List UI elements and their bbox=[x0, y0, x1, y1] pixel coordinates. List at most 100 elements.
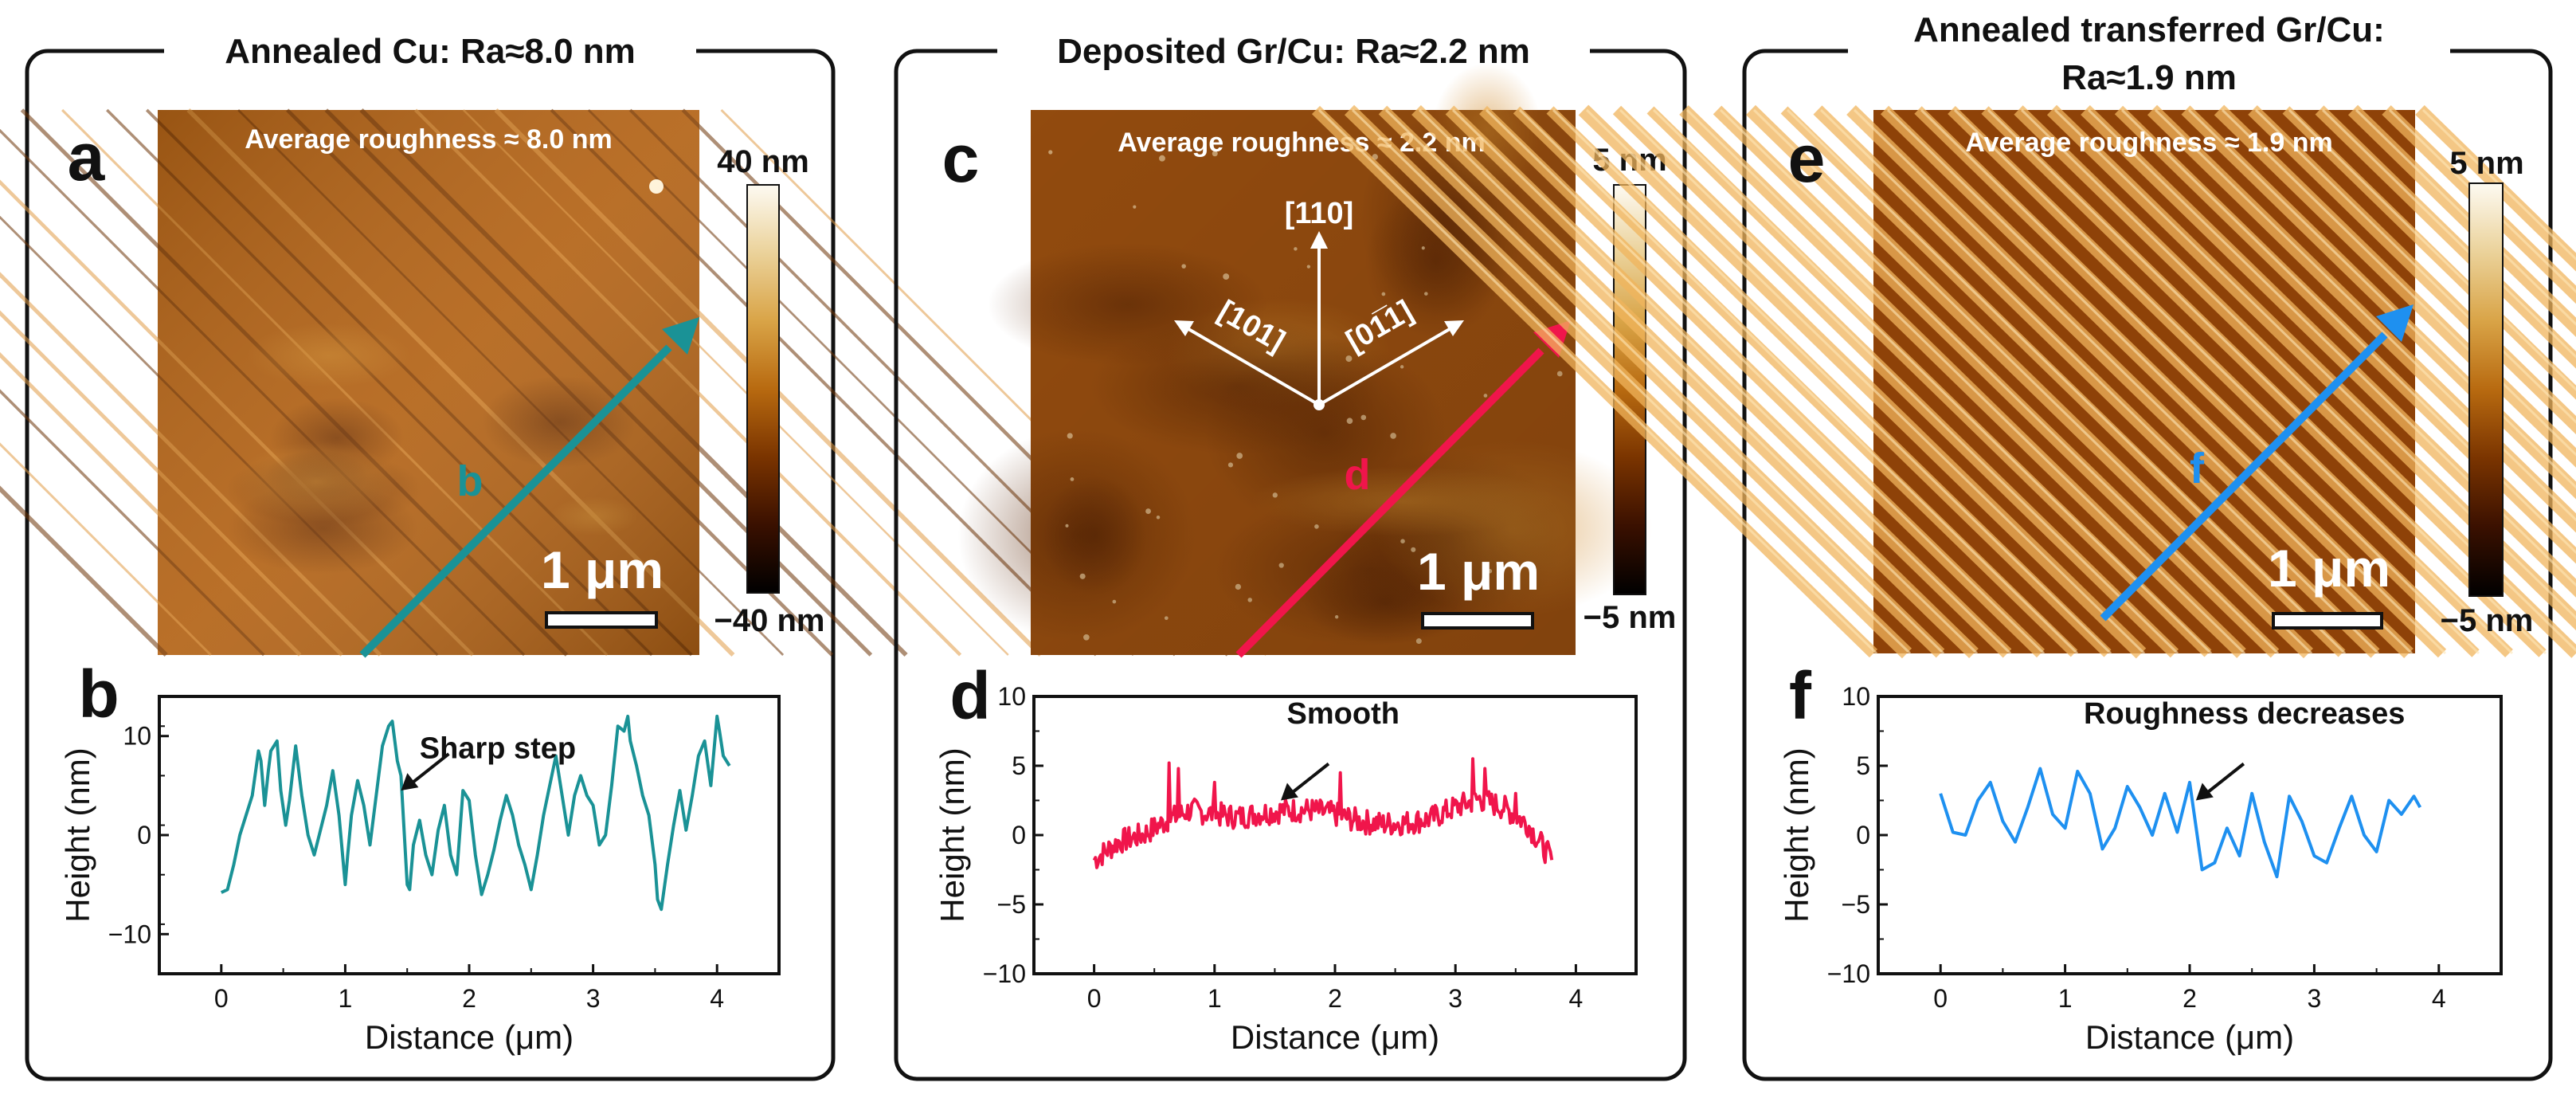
afm-stripe-highlight bbox=[2288, 108, 2576, 391]
panel-title: Deposited Gr/Cu: Ra≈2.2 nm bbox=[1057, 32, 1530, 71]
annotation-text: Smooth bbox=[1287, 697, 1400, 731]
afm-stripe-highlight bbox=[1953, 108, 2514, 655]
linecut-arrow-head bbox=[662, 317, 699, 355]
afm-stripe-highlight bbox=[1418, 108, 1979, 655]
panel-letter-afm: e bbox=[1788, 121, 1826, 196]
annotation-arrow-line bbox=[409, 752, 450, 786]
afm-stripe-highlight bbox=[2154, 108, 2576, 522]
annotation-arrow-head bbox=[2195, 782, 2214, 801]
scale-bar bbox=[545, 611, 658, 629]
panel-title-backdrop bbox=[164, 24, 696, 80]
linecut-arrow-label: f bbox=[2190, 445, 2205, 492]
afm-stripe bbox=[1746, 104, 2313, 659]
panel-letter-profile: d bbox=[949, 658, 990, 733]
afm-stripe bbox=[1813, 105, 2380, 658]
afm-stripe bbox=[1713, 105, 2280, 658]
scale-bar-label: 1 μm bbox=[2268, 539, 2390, 598]
afm-stripe-highlight bbox=[1485, 108, 2046, 655]
afm-image: Average roughness ≈ 1.9 nm 1 μm bbox=[1311, 104, 2576, 659]
height-profile-chart: 0 1 2 3 4 10 5 0 −5 −10 Distance (μm) Height (nm) Ro… bbox=[1778, 682, 2503, 1056]
afm-image: Average roughness ≈ 8.0 nm 1 μm bbox=[0, 108, 1267, 657]
afm-step-line bbox=[0, 485, 168, 657]
plot-frame bbox=[1877, 695, 2503, 975]
afm-stripe-highlight bbox=[1518, 108, 2079, 655]
axis-110-label: [110] bbox=[1285, 197, 1354, 230]
afm-stripe-highlight bbox=[1786, 108, 2347, 655]
colorbar-gradient bbox=[746, 184, 780, 594]
scale-bar bbox=[1421, 612, 1534, 630]
y-tick-label: 0 bbox=[1856, 821, 1870, 849]
panel-letter-profile: f bbox=[1789, 658, 1812, 733]
x-tick-label: 2 bbox=[1328, 984, 1342, 1013]
axis-110-head bbox=[1310, 231, 1328, 249]
afm-stripe bbox=[1981, 106, 2547, 657]
roughness-text: Average roughness ≈ 8.0 nm bbox=[245, 124, 612, 155]
linecut-arrow-line bbox=[2100, 331, 2388, 622]
x-tick-label: 0 bbox=[1087, 984, 1102, 1013]
scale-bar-label: 1 μm bbox=[541, 540, 664, 599]
afm-stripe-highlight bbox=[1752, 108, 2313, 655]
afm-stripe-highlight bbox=[1987, 108, 2547, 655]
height-profile-chart: 0 1 2 3 4 10 5 0 −5 −10 Distance (μm) Height (nm) Sm… bbox=[934, 682, 1638, 1056]
afm-stripe bbox=[1880, 105, 2447, 658]
afm-stripe bbox=[1679, 105, 2246, 658]
x-tick-label: 1 bbox=[1208, 984, 1222, 1013]
linecut-arrow-line bbox=[359, 344, 672, 658]
afm-stripe bbox=[1479, 105, 2045, 658]
colorbar-min-label: −5 nm bbox=[2441, 603, 2534, 638]
afm-stripe bbox=[1578, 104, 2147, 659]
afm-stripe-highlight bbox=[1853, 108, 2414, 655]
x-tick-label: 0 bbox=[214, 984, 229, 1013]
y-tick-label: 0 bbox=[137, 821, 151, 849]
x-tick-label: 3 bbox=[2308, 984, 2322, 1013]
afm-stripe-highlight bbox=[1719, 108, 2280, 655]
colorbar-min-label: −5 nm bbox=[1584, 600, 1677, 635]
x-tick-label: 2 bbox=[462, 984, 476, 1013]
linecut-arrow-head bbox=[2376, 304, 2414, 342]
linecut-arrow-label: b bbox=[457, 457, 483, 505]
roughness-text: Average roughness ≈ 1.9 nm bbox=[1965, 127, 2332, 158]
annotation-arrow-line bbox=[2204, 762, 2245, 796]
panel-title: Annealed Cu: Ra≈8.0 nm bbox=[225, 32, 636, 71]
afm-shading bbox=[158, 110, 699, 655]
y-tick-label: 0 bbox=[1012, 821, 1026, 849]
colorbar-min-label: −40 nm bbox=[714, 603, 825, 638]
afm-stripe-highlight bbox=[1685, 108, 2246, 655]
afm-stripe bbox=[2415, 105, 2576, 272]
y-tick-label: −10 bbox=[983, 959, 1026, 988]
axis-101-line bbox=[1183, 325, 1321, 406]
x-tick-label: 3 bbox=[1448, 984, 1462, 1013]
colorbar-gradient bbox=[2468, 182, 2504, 597]
colorbar-max-label: 40 nm bbox=[717, 144, 809, 179]
panel-annealed-cu: Annealed Cu: Ra≈8.0 nm Average roughness… bbox=[0, 24, 1267, 1081]
afm-stripe-highlight bbox=[1920, 108, 2480, 655]
y-tick-label: 10 bbox=[123, 722, 151, 751]
linecut-arrow: b bbox=[359, 317, 699, 658]
afm-stripe-highlight bbox=[2355, 108, 2576, 326]
y-tick-label: 10 bbox=[997, 682, 1026, 711]
afm-stripe bbox=[1646, 106, 2212, 657]
afm-stripe bbox=[2081, 104, 2576, 598]
y-axis-title: Height (nm) bbox=[59, 747, 96, 922]
afm-image: Average roughness ≈ 2.2 nm 1 μm bbox=[957, 63, 1653, 655]
afm-stripe-highlight bbox=[2321, 108, 2576, 359]
afm-stripe bbox=[2147, 104, 2576, 533]
afm-stripe bbox=[2315, 105, 2576, 369]
afm-stripe bbox=[1513, 106, 2078, 657]
annotation-text: Sharp step bbox=[420, 732, 576, 766]
afm-stripe bbox=[2181, 105, 2576, 500]
afm-stripe-highlight bbox=[1886, 108, 2447, 655]
annotation-arrow-line bbox=[1289, 762, 1330, 796]
afm-stripe-highlight bbox=[1351, 108, 1912, 655]
afm-stripe bbox=[1914, 106, 2480, 657]
profile-series-line bbox=[1939, 767, 2422, 879]
afm-stripe bbox=[1411, 104, 1979, 659]
linecut-arrow-label: d bbox=[1345, 451, 1371, 499]
y-tick-label: −5 bbox=[997, 890, 1026, 919]
annotation-arrow-head bbox=[401, 773, 419, 791]
color-scale-bar: 5 nm −5 nm bbox=[2441, 146, 2534, 638]
axis-011-head bbox=[1444, 320, 1464, 336]
y-tick-label: 5 bbox=[1012, 751, 1026, 780]
afm-stripe-highlight bbox=[1819, 108, 2380, 655]
